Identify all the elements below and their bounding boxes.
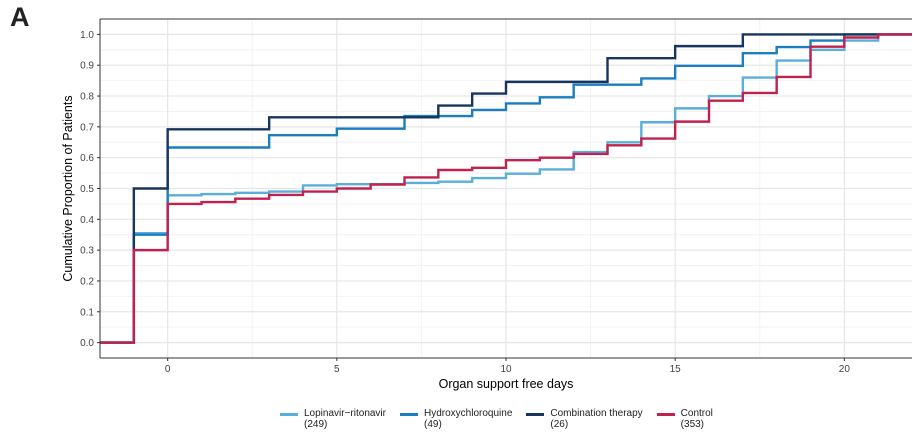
y-axis-title: Cumulative Proportion of Patients xyxy=(61,95,75,281)
y-tick-label: 0.4 xyxy=(80,215,94,226)
legend-series-count: (249) xyxy=(304,419,328,430)
y-tick-label: 0.7 xyxy=(80,122,94,133)
y-tick-label: 0.3 xyxy=(80,246,94,257)
legend-swatch xyxy=(526,413,545,416)
x-ticks: 0 5 10 15 20 xyxy=(165,358,850,375)
legend-series-name: Lopinavir−ritonavir xyxy=(304,408,386,419)
legend-series-name: Combination therapy xyxy=(550,408,643,419)
x-tick-label: 20 xyxy=(839,364,851,375)
legend-entry: Lopinavir−ritonavir (249) xyxy=(280,408,386,430)
chart-legend: Lopinavir−ritonavir (249) Hydroxychloroqui… xyxy=(280,408,713,430)
legend-swatch xyxy=(400,413,418,416)
x-axis-title: Organ support free days xyxy=(439,377,574,391)
y-tick-label: 1.0 xyxy=(80,30,94,41)
legend-series-count: (49) xyxy=(424,419,442,430)
x-tick-label: 0 xyxy=(165,364,171,375)
legend-label: Lopinavir−ritonavir (249) xyxy=(304,408,386,430)
series-line xyxy=(100,33,912,344)
y-tick-label: 0.0 xyxy=(80,338,94,349)
x-tick-label: 15 xyxy=(670,364,682,375)
x-tick-label: 10 xyxy=(500,364,512,375)
legend-label: Control (353) xyxy=(681,408,713,430)
step-chart: 0.0 0.1 0.2 0.3 0.4 0.5 0.6 0.7 0.8 0.9 1.0 0 5 10 15… xyxy=(61,18,912,391)
legend-series-name: Control xyxy=(680,408,713,419)
legend-entry: Combination therapy (26) xyxy=(526,408,643,430)
legend-entry: Hydroxychloroquine (49) xyxy=(400,408,512,430)
grid-major xyxy=(100,19,912,358)
panel-label: A xyxy=(10,2,30,32)
legend-entry: Control (353) xyxy=(656,408,713,430)
series-lines xyxy=(100,33,912,344)
x-tick-label: 5 xyxy=(334,364,340,375)
series-line xyxy=(100,33,912,344)
y-tick-label: 0.5 xyxy=(80,184,94,195)
series-line xyxy=(100,33,912,344)
y-tick-label: 0.1 xyxy=(80,307,94,318)
y-ticks: 0.0 0.1 0.2 0.3 0.4 0.5 0.6 0.7 0.8 0.9 1.0 xyxy=(80,30,100,349)
legend-label: Combination therapy (26) xyxy=(550,408,642,430)
series-line xyxy=(100,33,912,344)
y-tick-label: 0.6 xyxy=(80,153,94,164)
legend-swatch xyxy=(280,413,298,416)
legend-label: Hydroxychloroquine (49) xyxy=(424,408,512,430)
legend-series-count: (353) xyxy=(680,419,705,430)
legend-swatch xyxy=(656,413,675,416)
y-tick-label: 0.9 xyxy=(80,61,94,72)
legend-series-name: Hydroxychloroquine xyxy=(424,408,513,419)
legend-series-count: (26) xyxy=(550,419,569,430)
y-tick-label: 0.2 xyxy=(80,276,94,287)
y-tick-label: 0.8 xyxy=(80,92,94,103)
